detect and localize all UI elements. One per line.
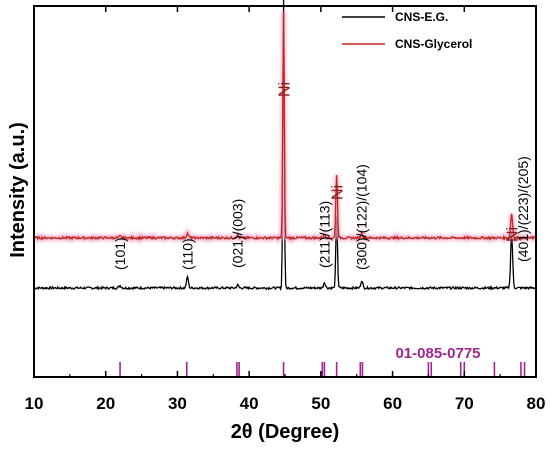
y-axis-title: Intensity (a.u.) — [7, 122, 29, 258]
x-axis-ticks: 10 20 30 40 50 60 70 80 — [25, 6, 546, 413]
series-line-cns-eg — [33, 0, 537, 292]
series-line-cns-glycerol — [33, 11, 537, 241]
legend-label-cns-glycerol: CNS-Glycerol — [395, 37, 472, 51]
x-tick-label: 20 — [96, 394, 115, 413]
x-tick-label: 70 — [455, 394, 474, 413]
ni-peak-label: Ni — [505, 227, 522, 242]
x-tick-label: 30 — [168, 394, 187, 413]
x-tick-label: 60 — [383, 394, 402, 413]
x-axis-title: 2θ (Degree) — [231, 421, 340, 443]
peak-hkl-label: (300)/(122)/(104) — [354, 164, 370, 270]
legend: CNS-E.G. CNS-Glycerol — [342, 10, 472, 51]
plot-area: (101) (110) (021)/(003) (211)/(113) (300)/(1… — [33, 0, 538, 377]
ni-peak-label: Ni — [330, 185, 347, 200]
peak-hkl-label: (211)/(113) — [316, 201, 332, 268]
ni-peak-label: Ni — [277, 82, 294, 97]
peak-hkl-label: (101) — [112, 237, 128, 270]
x-tick-label: 50 — [311, 394, 330, 413]
x-tick-label: 10 — [25, 394, 44, 413]
peak-hkl-label: (401)/(223)/(205) — [515, 156, 531, 262]
x-tick-label: 40 — [240, 394, 259, 413]
peak-hkl-label: (021)/(003) — [230, 199, 246, 268]
peak-hkl-label: (110) — [180, 238, 196, 270]
legend-label-cns-eg: CNS-E.G. — [395, 10, 448, 24]
reference-card-label: 01-085-0775 — [395, 345, 480, 362]
x-tick-label: 80 — [527, 394, 546, 413]
